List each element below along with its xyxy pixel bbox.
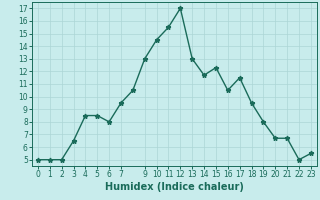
X-axis label: Humidex (Indice chaleur): Humidex (Indice chaleur) (105, 182, 244, 192)
